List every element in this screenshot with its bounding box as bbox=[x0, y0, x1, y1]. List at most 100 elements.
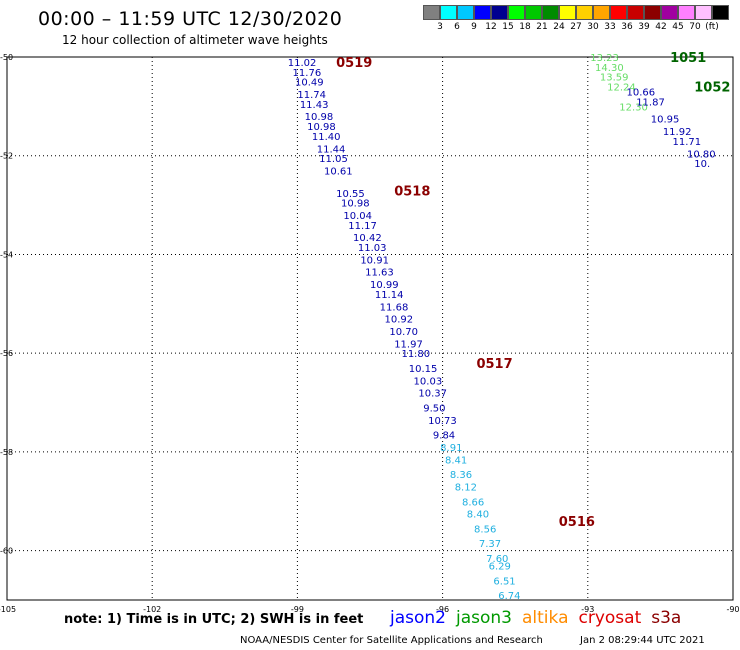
y-tick-label: -50 bbox=[0, 53, 13, 62]
legend-swatch bbox=[440, 5, 457, 20]
swh-value: 11.87 bbox=[636, 97, 665, 108]
legend-label: 39 bbox=[638, 22, 650, 32]
swh-value: 10.66 bbox=[627, 88, 656, 99]
swh-value: 10.03 bbox=[414, 376, 443, 387]
satellite-cryosat: cryosat bbox=[578, 608, 642, 628]
swh-value: 10.91 bbox=[360, 255, 389, 266]
color-legend: 3 6 9 12 15 18 21 24 27 30 33 36 39 42 45 70 (ft) bbox=[423, 5, 729, 37]
page-title: 00:00 – 11:59 UTC 12/30/2020 bbox=[38, 8, 343, 30]
legend-label: 18 bbox=[519, 22, 531, 32]
legend-swatch bbox=[457, 5, 474, 20]
legend-label: 15 bbox=[502, 22, 514, 32]
swh-value: 11.63 bbox=[365, 268, 394, 279]
legend-label: 6 bbox=[454, 22, 460, 32]
swh-value: 11.40 bbox=[312, 132, 341, 143]
swh-value: 13.23 bbox=[590, 53, 619, 64]
legend-label: 27 bbox=[570, 22, 582, 32]
swh-value: 11.17 bbox=[348, 221, 377, 232]
swh-value: 11.44 bbox=[317, 144, 346, 155]
legend-label: 33 bbox=[604, 22, 616, 32]
y-tick-label: -56 bbox=[0, 349, 13, 358]
legend-label: (ft) bbox=[705, 22, 719, 32]
legend-label: 21 bbox=[536, 22, 548, 32]
swh-value: 10.99 bbox=[370, 280, 399, 291]
swh-value: 10.98 bbox=[341, 199, 370, 210]
swh-value: 11.97 bbox=[394, 339, 423, 350]
swh-value: 11.74 bbox=[297, 90, 326, 101]
swh-value: 13.59 bbox=[600, 73, 629, 84]
legend-swatch bbox=[627, 5, 644, 20]
swh-value: 8.36 bbox=[450, 470, 472, 481]
legend-swatch bbox=[542, 5, 559, 20]
swh-value: 14.30 bbox=[595, 63, 624, 74]
swh-value: 10.61 bbox=[324, 167, 353, 178]
legend-label: 45 bbox=[672, 22, 684, 32]
legend-label: 36 bbox=[621, 22, 633, 32]
footer-source: NOAA/NESDIS Center for Satellite Applica… bbox=[240, 635, 543, 646]
x-tick-label: -93 bbox=[581, 605, 594, 614]
pass-label: 1051 bbox=[670, 51, 706, 66]
satellite-jason2: jason2 bbox=[390, 608, 446, 628]
legend-swatch bbox=[559, 5, 576, 20]
swh-value: 8.40 bbox=[467, 510, 489, 521]
swh-value: 10.80 bbox=[687, 149, 716, 160]
swh-value: 10. bbox=[694, 159, 710, 170]
swh-value: 10.42 bbox=[353, 233, 382, 244]
swh-value: 10.98 bbox=[307, 122, 336, 133]
swh-value: 10.70 bbox=[389, 327, 418, 338]
swh-value: 11.14 bbox=[375, 290, 404, 301]
swh-values: 11.0211.7610.4911.7411.4310.9810.9811.40… bbox=[288, 53, 716, 602]
pass-label: 0519 bbox=[336, 56, 372, 71]
satellite-altika: altika bbox=[522, 608, 569, 628]
pass-labels: 0519 0518 0517 0516 1051 1052 bbox=[336, 51, 730, 530]
swh-value: 8.66 bbox=[462, 497, 484, 508]
footer-timestamp: Jan 2 08:29:44 UTC 2021 bbox=[580, 635, 705, 646]
map-frame bbox=[6, 56, 734, 601]
x-tick-label: -102 bbox=[143, 605, 161, 614]
pass-label: 0517 bbox=[476, 357, 512, 372]
swh-value: 6.29 bbox=[489, 561, 511, 572]
swh-value: 10.04 bbox=[343, 211, 372, 222]
swh-value: 8.41 bbox=[445, 455, 467, 466]
swh-value: 11.03 bbox=[358, 243, 387, 254]
legend-swatch bbox=[576, 5, 593, 20]
y-tick-label: -52 bbox=[0, 152, 13, 161]
swh-value: 11.80 bbox=[401, 349, 430, 360]
x-tick-label: -99 bbox=[291, 605, 304, 614]
legend-swatch bbox=[423, 5, 440, 20]
legend-swatch bbox=[712, 5, 729, 20]
y-tick-label: -58 bbox=[0, 448, 13, 457]
legend-swatch bbox=[661, 5, 678, 20]
legend-swatch bbox=[593, 5, 610, 20]
map-tick-labels: -105 -102 -99 -96 -93 -90 -50 -52 -54 -56 -58 -60 bbox=[0, 53, 740, 614]
legend-label: 30 bbox=[587, 22, 599, 32]
pass-label: 1052 bbox=[694, 81, 730, 96]
swh-value: 8.91 bbox=[440, 443, 462, 454]
page-subtitle: 12 hour collection of altimeter wave hei… bbox=[62, 33, 328, 47]
legend-label: 12 bbox=[485, 22, 497, 32]
swh-value: 10.37 bbox=[418, 389, 447, 400]
swh-value: 10.73 bbox=[428, 416, 457, 427]
swh-value: 10.95 bbox=[651, 115, 680, 126]
swh-value: 11.02 bbox=[288, 58, 317, 69]
map-grid bbox=[7, 57, 733, 600]
swh-value: 12.30 bbox=[619, 102, 648, 113]
swh-value: 10.55 bbox=[336, 189, 365, 200]
swh-value: 11.71 bbox=[673, 137, 702, 148]
swh-value: 12.24 bbox=[607, 83, 636, 94]
x-tick-label: -90 bbox=[726, 605, 739, 614]
legend-label: 3 bbox=[437, 22, 443, 32]
swh-value: 9.50 bbox=[423, 403, 445, 414]
pass-label: 0518 bbox=[394, 184, 430, 199]
legend-swatch bbox=[610, 5, 627, 20]
legend-label: 42 bbox=[655, 22, 667, 32]
legend-swatch bbox=[474, 5, 491, 20]
legend-swatch bbox=[491, 5, 508, 20]
legend-swatch bbox=[695, 5, 712, 20]
swh-value: 11.05 bbox=[319, 154, 348, 165]
x-tick-label: -105 bbox=[0, 605, 16, 614]
swh-value: 10.49 bbox=[295, 78, 324, 89]
legend-label: 70 bbox=[689, 22, 701, 32]
satellite-s3a: s3a bbox=[651, 608, 682, 628]
